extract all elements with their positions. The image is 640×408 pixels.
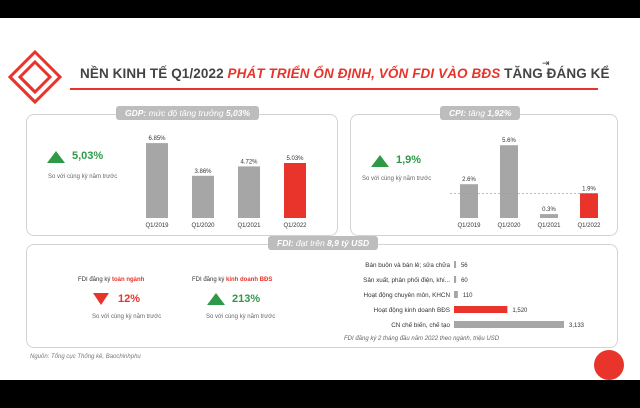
fdi-total-down-arrow-icon — [93, 293, 109, 305]
fdi-total-label-hl: toàn ngành — [112, 277, 145, 283]
fdi-bar-label: 56 — [461, 263, 468, 269]
cpi-tick-label: Q1/2021 — [537, 223, 561, 229]
gdp-tick-label: Q1/2021 — [237, 223, 261, 229]
gdp-up-arrow-icon — [47, 151, 65, 163]
cpi-bar-label: 1.9% — [582, 186, 596, 192]
gdp-bar — [192, 175, 214, 218]
fdi-pill-prefix: FDI: — [277, 238, 296, 248]
fdi-re-label: FDI đăng ký kinh doanh BĐS — [192, 277, 272, 283]
cpi-bar — [500, 145, 518, 218]
fdi-bar — [454, 276, 457, 283]
gdp-bar — [238, 166, 260, 218]
cpi-kpi-note: So với cùng kỳ năm trước — [362, 176, 432, 182]
fdi-footnote: FDI đăng ký 2 tháng đầu năm 2022 theo ng… — [344, 336, 500, 342]
cpi-bar-label: 2.6% — [462, 177, 476, 183]
cpi-pill-rest: tăng — [468, 108, 488, 118]
gdp-bar-label: 6.85% — [148, 136, 166, 142]
fdi-total-label-prefix: FDI đăng ký — [78, 277, 113, 283]
fdi-bar-label: 1,520 — [512, 308, 528, 314]
fdi-re-note: So với cùng kỳ năm trước — [206, 314, 276, 320]
cpi-pill-value: 1,92% — [487, 108, 512, 118]
gdp-chart: 6.85% Q1/2019 3.86% Q1/2020 4.72% Q1/2021 5.03… — [145, 136, 307, 229]
gdp-bar-label: 5.03% — [286, 156, 304, 162]
cursor-icon: ⇥ — [542, 58, 550, 68]
cpi-bar — [540, 214, 558, 218]
fdi-pill-value: 8,9 tỷ USD — [327, 238, 370, 248]
cpi-tick-label: Q1/2019 — [457, 223, 481, 229]
gdp-tick-label: Q1/2022 — [283, 223, 307, 229]
cpi-pill: CPI: tăng 1,92% — [440, 106, 521, 120]
title-highlight: PHÁT TRIỂN ỔN ĐỊNH, VỐN FDI VÀO BĐS — [227, 66, 501, 81]
fdi-category-label: Hoạt động kinh doanh BĐS — [374, 307, 450, 314]
logo-icon — [7, 49, 63, 105]
gdp-tick-label: Q1/2020 — [191, 223, 215, 229]
fdi-category-label: Bán buôn và bán lẻ; sửa chữa — [365, 261, 450, 269]
title-prefix: NỀN KINH TẾ Q1/2022 — [80, 66, 228, 81]
fdi-re-up-arrow-icon — [207, 293, 225, 305]
gdp-tick-label: Q1/2019 — [145, 223, 169, 229]
title-suffix: TĂNG ĐÁNG KỂ — [500, 66, 610, 81]
fdi-chart: Bán buôn và bán lẻ; sửa chữa 56 Sản xuất, … — [363, 261, 585, 329]
gdp-bar-label: 4.72% — [240, 159, 258, 165]
source-note: Nguồn: Tổng cục Thống kê, Baochinhphu — [30, 354, 141, 360]
fdi-bar — [454, 291, 458, 298]
cpi-kpi: 1,9% — [396, 154, 422, 166]
cpi-bar-label: 0.3% — [542, 207, 556, 213]
fdi-re-value: 213% — [232, 293, 261, 305]
fdi-bar-label: 110 — [463, 293, 473, 299]
cpi-bar — [580, 193, 598, 218]
cpi-bar-label: 5.6% — [502, 138, 516, 144]
gdp-kpi: 5,03% — [72, 150, 104, 162]
gdp-bar — [146, 143, 168, 218]
gdp-kpi-note: So với cùng kỳ năm trước — [48, 174, 118, 180]
cpi-pill-prefix: CPI: — [449, 108, 469, 118]
gdp-pill-value: 5,03% — [225, 108, 251, 118]
fdi-re-label-hl: kinh doanh BĐS — [226, 277, 273, 283]
fdi-category-label: CN chế biến, chế tạo — [391, 320, 450, 329]
gdp-bar — [284, 163, 306, 218]
fdi-bar-label: 60 — [461, 278, 468, 284]
fdi-total-value: 12% — [118, 293, 141, 305]
title-underline — [70, 88, 598, 90]
page-title: NỀN KINH TẾ Q1/2022 PHÁT TRIỂN ỔN ĐỊNH, … — [80, 66, 610, 81]
cpi-tick-label: Q1/2020 — [497, 223, 521, 229]
gdp-pill: GDP: mức độ tăng trưởng 5,03% — [116, 106, 260, 120]
slide: NỀN KINH TẾ Q1/2022 PHÁT TRIỂN ỔN ĐỊNH, … — [0, 18, 640, 380]
fdi-pill: FDI: đạt trên 8,9 tỷ USD — [268, 236, 379, 250]
cpi-chart: 2.6% Q1/2019 5.6% Q1/2020 0.3% Q1/2021 1.9% Q1/… — [450, 138, 601, 229]
cpi-panel — [350, 114, 618, 236]
gdp-pill-prefix: GDP: — [125, 108, 149, 118]
fdi-pill-rest: đạt trên — [295, 238, 328, 248]
fdi-bar — [454, 306, 508, 313]
fdi-category-label: Hoạt động chuyên môn, KHCN — [364, 292, 451, 299]
gdp-pill-rest: mức độ tăng trưởng — [148, 108, 226, 118]
fdi-total-note: So với cùng kỳ năm trước — [92, 314, 162, 320]
red-dot-icon — [594, 350, 624, 380]
fdi-bar — [454, 261, 456, 268]
gdp-bar-label: 3.86% — [194, 169, 212, 175]
fdi-bar — [454, 321, 564, 328]
fdi-total-label: FDI đăng ký toàn ngành — [78, 277, 144, 283]
cpi-up-arrow-icon — [371, 155, 389, 167]
cpi-bar — [460, 184, 478, 218]
fdi-bar-label: 3,133 — [569, 323, 585, 329]
cpi-tick-label: Q1/2022 — [577, 223, 601, 229]
fdi-re-label-prefix: FDI đăng ký — [192, 277, 227, 283]
fdi-category-label: Sản xuất, phân phối điện, khí... — [363, 275, 450, 284]
